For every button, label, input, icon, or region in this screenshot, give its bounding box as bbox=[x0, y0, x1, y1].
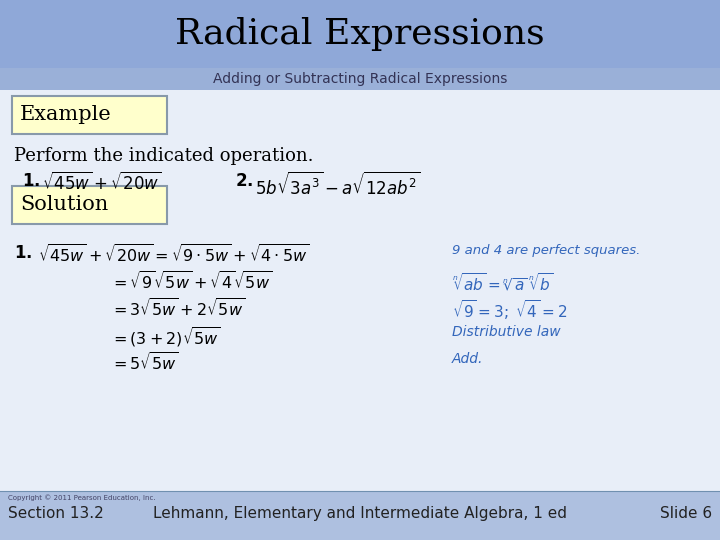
Text: $=3\sqrt{5w}+2\sqrt{5w}$: $=3\sqrt{5w}+2\sqrt{5w}$ bbox=[110, 298, 246, 320]
Text: $\mathbf{1.}$: $\mathbf{1.}$ bbox=[22, 172, 40, 190]
Text: Add.: Add. bbox=[452, 352, 483, 366]
Bar bbox=[0, 90, 720, 492]
Bar bbox=[0, 68, 720, 90]
Text: Perform the indicated operation.: Perform the indicated operation. bbox=[14, 147, 313, 165]
Bar bbox=[0, 492, 720, 540]
Text: Adding or Subtracting Radical Expressions: Adding or Subtracting Radical Expression… bbox=[213, 72, 507, 86]
Text: $\sqrt{9}=3;\;\sqrt{4}=2$: $\sqrt{9}=3;\;\sqrt{4}=2$ bbox=[452, 298, 567, 322]
Text: Copyright © 2011 Pearson Education, Inc.: Copyright © 2011 Pearson Education, Inc. bbox=[8, 494, 156, 501]
FancyBboxPatch shape bbox=[12, 186, 167, 224]
Text: Example: Example bbox=[20, 105, 112, 125]
Text: Lehmann, Elementary and Intermediate Algebra, 1 ed: Lehmann, Elementary and Intermediate Alg… bbox=[153, 506, 567, 521]
Text: $\sqrt[n]{ab}=\sqrt[n]{a}\,\sqrt[n]{b}$: $\sqrt[n]{ab}=\sqrt[n]{a}\,\sqrt[n]{b}$ bbox=[452, 271, 553, 293]
Text: Radical Expressions: Radical Expressions bbox=[175, 17, 545, 51]
Text: Section 13.2: Section 13.2 bbox=[8, 506, 104, 521]
Text: Slide 6: Slide 6 bbox=[660, 506, 712, 521]
Text: $\mathbf{2.}$: $\mathbf{2.}$ bbox=[235, 172, 253, 190]
Text: Solution: Solution bbox=[20, 195, 108, 214]
Text: $=\sqrt{9}\sqrt{5w}+\sqrt{4}\sqrt{5w}$: $=\sqrt{9}\sqrt{5w}+\sqrt{4}\sqrt{5w}$ bbox=[110, 271, 272, 293]
Bar bbox=[0, 0, 720, 68]
Text: $\sqrt{45w}+\sqrt{20w}$: $\sqrt{45w}+\sqrt{20w}$ bbox=[42, 172, 161, 194]
Text: 9 and 4 are perfect squares.: 9 and 4 are perfect squares. bbox=[452, 244, 640, 257]
Text: $5b\sqrt{3a^3}-a\sqrt{12ab^2}$: $5b\sqrt{3a^3}-a\sqrt{12ab^2}$ bbox=[255, 172, 420, 199]
Text: Distributive law: Distributive law bbox=[452, 325, 561, 339]
Text: $=5\sqrt{5w}$: $=5\sqrt{5w}$ bbox=[110, 352, 179, 374]
Text: $\sqrt{45w}+\sqrt{20w}=\sqrt{9\cdot 5w}+\sqrt{4\cdot 5w}$: $\sqrt{45w}+\sqrt{20w}=\sqrt{9\cdot 5w}+… bbox=[38, 244, 310, 266]
FancyBboxPatch shape bbox=[12, 96, 167, 134]
Text: $=(3+2)\sqrt{5w}$: $=(3+2)\sqrt{5w}$ bbox=[110, 325, 221, 349]
Text: $\mathbf{1.}$: $\mathbf{1.}$ bbox=[14, 244, 32, 262]
